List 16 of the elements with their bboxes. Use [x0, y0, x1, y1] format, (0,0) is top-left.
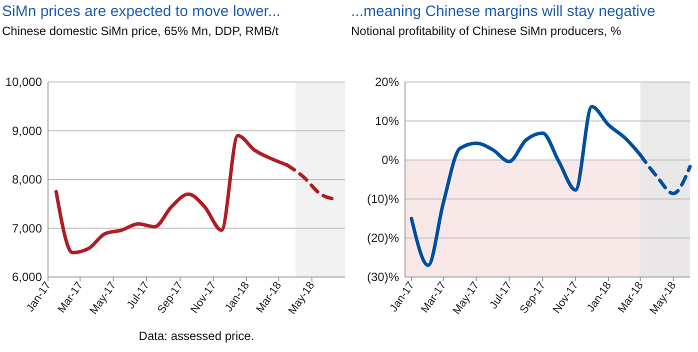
- y-tick-label: (30)%: [366, 270, 400, 284]
- chart-subtitle: Notional profitability of Chinese SiMn producers, %: [351, 24, 622, 38]
- y-tick-label: 7,000: [12, 221, 42, 236]
- y-tick-label: 9,000: [12, 124, 42, 138]
- y-tick-label: 6,000: [12, 270, 42, 284]
- y-tick-label: 8,000: [12, 172, 42, 186]
- chart-title: ...meaning Chinese margins will stay negative: [351, 3, 656, 20]
- y-tick-label: 10,000: [5, 75, 42, 89]
- y-tick-label: 0%: [382, 153, 400, 167]
- y-tick-label: 20%: [374, 75, 400, 89]
- y-tick-label: (10)%: [366, 192, 400, 206]
- text: Data: assessed price.: [138, 329, 254, 343]
- y-tick-label: 10%: [374, 114, 400, 128]
- y-tick-label: (20)%: [366, 231, 400, 245]
- chart-subtitle: Chinese domestic SiMn price, 65% Mn, DDP, RMB/t: [2, 24, 280, 38]
- chart-title: SiMn prices are expected to move lower...: [2, 3, 280, 20]
